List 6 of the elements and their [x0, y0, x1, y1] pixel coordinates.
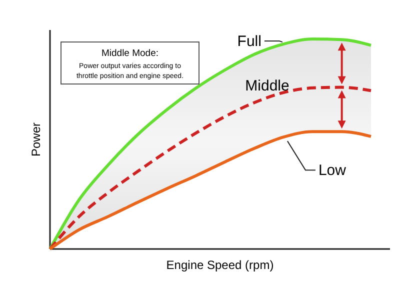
text: Low — [318, 162, 346, 180]
series-label: Middle — [245, 78, 290, 95]
annotation: Middle Mode: — [101, 48, 159, 59]
y-axis-title: Power — [29, 122, 43, 157]
series-label: Full — [237, 33, 262, 50]
x-axis-title: Engine Speed (rpm) — [166, 258, 274, 272]
